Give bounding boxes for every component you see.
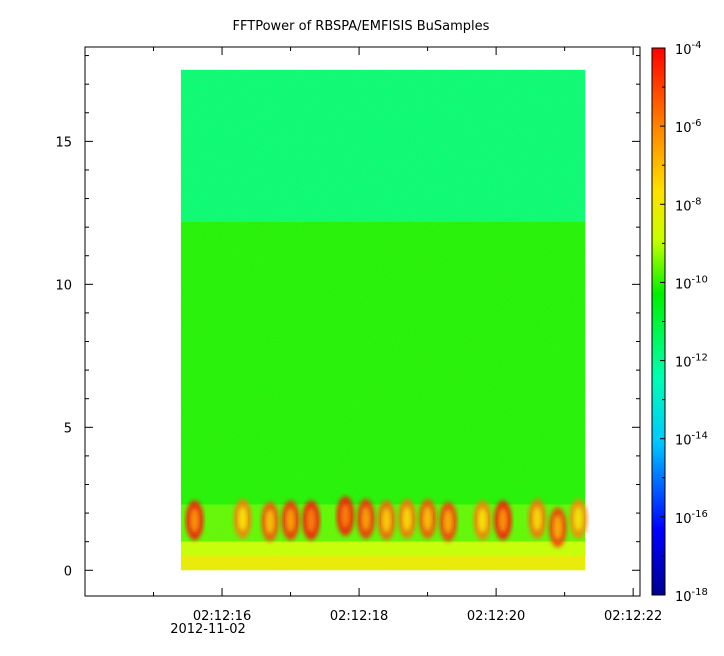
y-tick-label: 0 bbox=[64, 564, 72, 579]
x-axis-date-label: 2012-11-02 bbox=[170, 622, 246, 637]
chart-title: FFTPower of RBSPA/EMFISIS BuSamples bbox=[233, 19, 490, 34]
y-axis: 0 5 10 15 bbox=[55, 55, 640, 579]
noise-texture bbox=[180, 69, 586, 571]
colorbar-axis: 10-4 10-6 10-8 10-10 10-12 10-14 10-16 10-18 bbox=[660, 40, 708, 605]
y-tick-label: 15 bbox=[55, 135, 72, 150]
x-axis: 02:12:16 02:12:18 02:12:20 02:12:22 bbox=[153, 47, 662, 624]
colorbar-tick-label: 10-18 bbox=[675, 587, 708, 605]
x-tick-label: 02:12:16 bbox=[193, 609, 251, 624]
colorbar-tick-label: 10-8 bbox=[675, 196, 702, 214]
colorbar-tick-label: 10-12 bbox=[675, 353, 708, 371]
colorbar-tick-label: 10-10 bbox=[675, 274, 708, 292]
colorbar-tick-label: 10-16 bbox=[675, 509, 708, 527]
x-tick-label: 02:12:18 bbox=[330, 609, 388, 624]
colorbar-tick-label: 10-4 bbox=[675, 40, 702, 58]
colorbar-tick-label: 10-6 bbox=[675, 118, 702, 136]
x-tick-label: 02:12:20 bbox=[467, 609, 525, 624]
colorbar-tick-label: 10-14 bbox=[675, 431, 708, 449]
y-tick-label: 10 bbox=[55, 278, 72, 293]
x-tick-label: 02:12:22 bbox=[604, 609, 662, 624]
y-tick-label: 5 bbox=[64, 421, 72, 436]
